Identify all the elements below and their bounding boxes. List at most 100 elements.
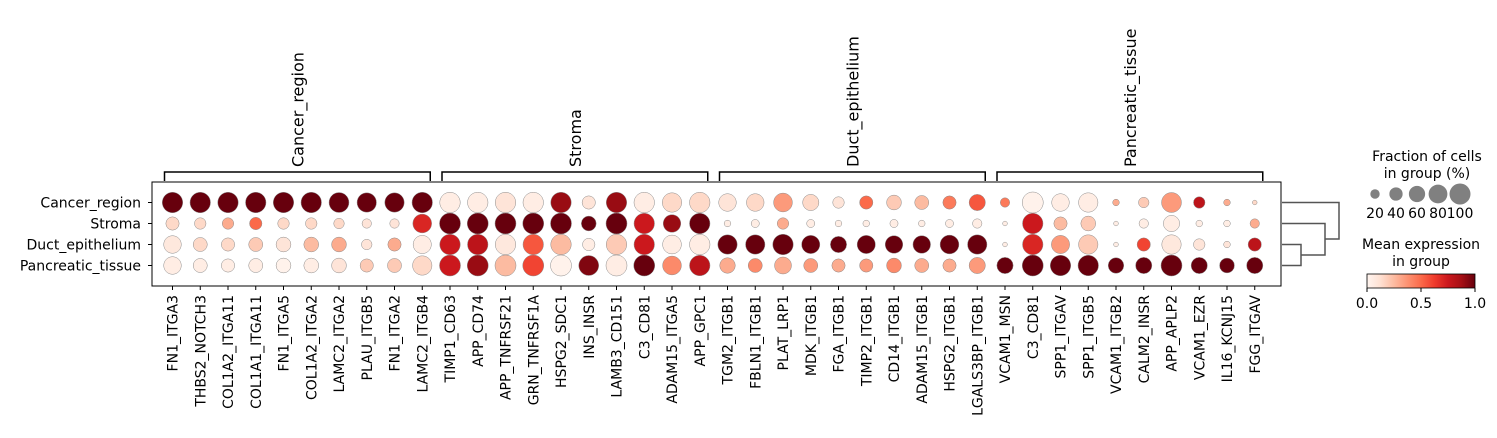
dot-stroma-fn1-itga2-8 xyxy=(389,218,400,229)
dot-duct-epithelium-fn1-itga5-4 xyxy=(275,236,292,253)
dot-stroma-mdk-itgb1-23 xyxy=(806,219,816,228)
dot-cancer-region-fbln1-itgb1-21 xyxy=(746,193,765,212)
dot-stroma-calm2-insr-35 xyxy=(1138,218,1149,229)
dot-pancreatic-tissue-fn1-itga2-8 xyxy=(387,258,402,273)
size-legend: Fraction of cells in group (%) 20 40 60 80 1… xyxy=(1366,149,1482,222)
dot-cancer-region-spp1-itgb5-33 xyxy=(1078,192,1099,213)
dot-cancer-region-tgm2-itgb1-20 xyxy=(718,193,737,212)
dot-duct-epithelium-adam15-itga5-18 xyxy=(662,234,682,255)
gene-label-lamc2-itga2-6: LAMC2_ITGA2 xyxy=(332,295,348,392)
gene-label-mdk-itgb1-23: MDK_ITGB1 xyxy=(804,295,820,376)
dot-cancer-region-app-cd74-11 xyxy=(467,192,489,213)
dot-duct-epithelium-vcam1-msn-30 xyxy=(1002,241,1008,248)
dot-pancreatic-tissue-spp1-itgav-32 xyxy=(1050,255,1071,276)
dot-stroma-col1a2-itga2-5 xyxy=(305,217,318,230)
gene-label-app-cd74-11: APP_CD74 xyxy=(471,295,487,367)
dot-pancreatic-tissue-fn1-itga5-4 xyxy=(275,257,292,274)
dot-pancreatic-tissue-mdk-itgb1-23 xyxy=(803,258,819,273)
gene-label-fbln1-itgb1-21: FBLN1_ITGB1 xyxy=(748,295,764,389)
gene-label-col1a2-itga2-5: COL1A2_ITGA2 xyxy=(304,295,320,400)
colorbar-label-1: 0.5 xyxy=(1410,296,1432,312)
dot-pancreatic-tissue-fga-itgb1-24 xyxy=(831,258,846,273)
gene-label-il16-kcnj15-38: IL16_KCNJ15 xyxy=(1220,295,1236,382)
dot-duct-epithelium-thbs2-notch3-1 xyxy=(192,237,208,252)
dot-pancreatic-tissue-tgm2-itgb1-20 xyxy=(719,257,736,274)
dot-duct-epithelium-app-cd74-11 xyxy=(467,234,489,255)
dot-stroma-adam15-itgb1-27 xyxy=(918,219,926,228)
size-legend-title-line2: in group (%) xyxy=(1384,166,1471,182)
size-legend-dot-20 xyxy=(1370,189,1380,199)
gene-label-lamb3-cd151-16: LAMB3_CD151 xyxy=(610,295,626,398)
dot-duct-epithelium-timp2-itgb1-25 xyxy=(856,235,876,254)
dendrogram xyxy=(1282,201,1340,267)
dot-duct-epithelium-plau-itgb5-7 xyxy=(361,239,373,250)
dot-duct-epithelium-timp1-cd63-10 xyxy=(439,234,461,255)
size-legend-dot-80 xyxy=(1428,184,1448,204)
dot-stroma-tgm2-itgb1-20 xyxy=(723,219,732,228)
dot-cancer-region-vcam1-itgb2-34 xyxy=(1112,198,1120,207)
dot-pancreatic-tissue-plat-lrp1-22 xyxy=(774,256,792,275)
colorbar-ticks: 0.0 0.5 1.0 xyxy=(1356,288,1486,312)
dot-duct-epithelium-col1a2-itga2-5 xyxy=(303,236,319,253)
dot-cancer-region-adam15-itga5-18 xyxy=(662,192,682,213)
dotplot-frame xyxy=(151,181,1282,287)
dot-duct-epithelium-fgg-itgav-39 xyxy=(1247,237,1262,252)
dot-pancreatic-tissue-col1a2-itga2-5 xyxy=(303,257,319,274)
dot-cancer-region-lamc2-itgb4-9 xyxy=(411,192,433,213)
dot-pancreatic-tissue-plau-itgb5-7 xyxy=(359,258,374,273)
dot-cancer-region-plau-itgb5-7 xyxy=(356,192,377,213)
dot-stroma-lamb3-cd151-16 xyxy=(605,212,628,235)
dot-pancreatic-tissue-cd14-itgb1-26 xyxy=(886,257,902,274)
gene-label-vcam1-ezr-37: VCAM1_EZR xyxy=(1192,295,1208,380)
bracket-label-cancer-region: Cancer_region xyxy=(288,52,308,167)
dot-pancreatic-tissue-app-tnfrsf21-12 xyxy=(494,254,517,277)
gene-label-c3-cd81-31: C3_CD81 xyxy=(1026,295,1042,359)
dot-pancreatic-tissue-app-gpc1-19 xyxy=(689,255,711,276)
dot-duct-epithelium-mdk-itgb1-23 xyxy=(801,235,821,254)
dot-duct-epithelium-app-aplp2-36 xyxy=(1161,234,1182,255)
dot-cancer-region-c3-cd81-17 xyxy=(633,192,655,213)
dot-cancer-region-c3-cd81-31 xyxy=(1022,191,1044,214)
dot-stroma-il16-kcnj15-38 xyxy=(1223,219,1231,228)
dot-pancreatic-tissue-vcam1-ezr-37 xyxy=(1190,257,1208,274)
dot-cancer-region-lgals3bp-itgb1-29 xyxy=(968,194,986,211)
dot-pancreatic-tissue-fbln1-itgb1-21 xyxy=(747,258,763,273)
dot-stroma-col1a2-itga11-2 xyxy=(222,217,234,230)
dot-pancreatic-tissue-spp1-itgb5-33 xyxy=(1077,255,1099,276)
dot-stroma-vcam1-msn-30 xyxy=(1002,220,1008,227)
gene-label-vcam1-msn-30: VCAM1_MSN xyxy=(998,295,1014,383)
dendro-link-duct-pancreatic xyxy=(1282,243,1302,267)
dot-cancer-region-col1a2-itga2-5 xyxy=(300,192,322,213)
dot-pancreatic-tissue-fn1-itga3-0 xyxy=(163,256,182,275)
gene-label-spp1-itgav-32: SPP1_ITGAV xyxy=(1054,295,1070,379)
dot-pancreatic-tissue-timp2-itgb1-25 xyxy=(859,258,874,273)
dot-stroma-fn1-itga5-4 xyxy=(277,217,290,230)
dot-cancer-region-plat-lrp1-22 xyxy=(773,192,793,213)
dot-cancer-region-fgg-itgav-39 xyxy=(1252,199,1258,206)
dot-stroma-lgals3bp-itgb1-29 xyxy=(972,218,983,229)
colorbar-label-0: 0.0 xyxy=(1356,296,1378,312)
gene-label-tgm2-itgb1-20: TGM2_ITGB1 xyxy=(721,295,737,385)
gene-label-c3-cd81-17: C3_CD81 xyxy=(637,295,653,359)
dot-pancreatic-tissue-thbs2-notch3-1 xyxy=(192,258,208,273)
color-legend-title-line1: Mean expression xyxy=(1362,237,1480,253)
dot-pancreatic-tissue-lamb3-cd151-16 xyxy=(605,254,628,277)
row-label-stroma: Stroma xyxy=(90,217,141,233)
dot-pancreatic-tissue-calm2-insr-35 xyxy=(1135,257,1153,274)
dot-cancer-region-il16-kcnj15-38 xyxy=(1223,198,1231,207)
size-legend-label-100: 100 xyxy=(1447,206,1474,222)
gene-label-hspg2-itgb1-28: HSPG2_ITGB1 xyxy=(943,295,959,392)
dot-duct-epithelium-c3-cd81-17 xyxy=(633,234,655,255)
dot-cancer-region-timp2-itgb1-25 xyxy=(859,195,874,210)
gene-label-plau-itgb5-7: PLAU_ITGB5 xyxy=(360,295,376,380)
dot-cancer-region-cd14-itgb1-26 xyxy=(886,194,902,211)
size-legend-label-40: 40 xyxy=(1387,206,1405,222)
dot-duct-epithelium-il16-kcnj15-38 xyxy=(1223,240,1231,249)
dot-cancer-region-adam15-itgb1-27 xyxy=(914,195,930,210)
dot-cancer-region-col1a1-itga11-3 xyxy=(245,192,267,213)
gene-label-adam15-itga5-18: ADAM15_ITGA5 xyxy=(665,295,681,404)
row-label-pancreatic-tissue: Pancreatic_tissue xyxy=(20,259,141,275)
dot-pancreatic-tissue-col1a1-itga11-3 xyxy=(248,258,264,273)
dot-duct-epithelium-adam15-itgb1-27 xyxy=(912,235,931,254)
